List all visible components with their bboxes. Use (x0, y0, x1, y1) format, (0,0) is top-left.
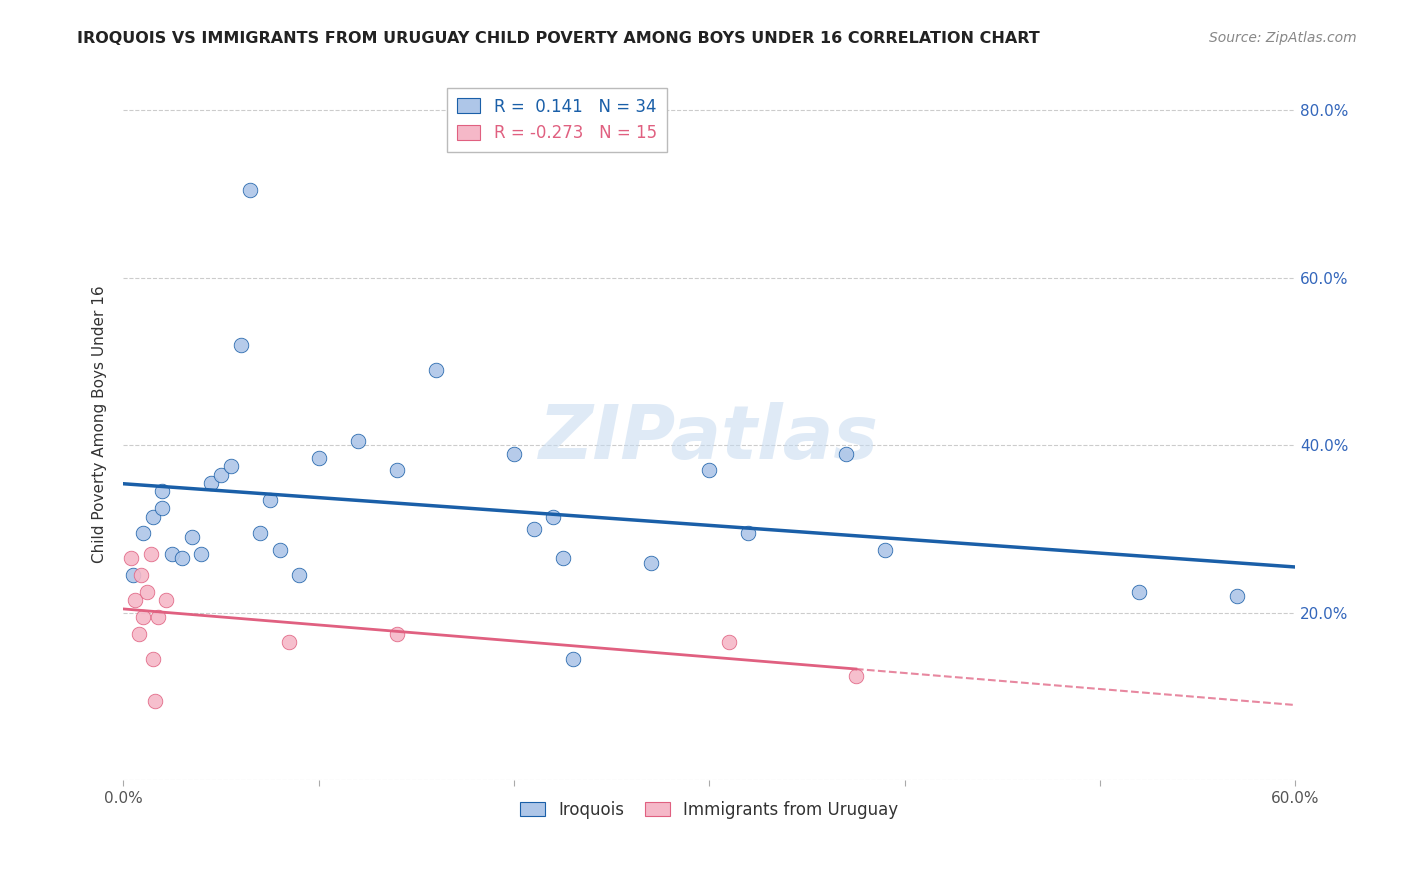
Text: Source: ZipAtlas.com: Source: ZipAtlas.com (1209, 31, 1357, 45)
Point (1128, 585, 1150, 599)
Point (160, 547, 183, 561)
Point (308, 450, 330, 465)
Point (229, 338, 252, 352)
Point (209, 467, 232, 482)
Point (640, 556, 662, 570)
Point (143, 694, 166, 708)
Point (124, 593, 146, 607)
Point (128, 626, 150, 640)
Point (269, 543, 291, 558)
Point (120, 551, 142, 566)
Point (150, 501, 173, 516)
Point (150, 484, 173, 499)
Point (155, 593, 177, 607)
Point (142, 509, 165, 524)
Point (135, 585, 157, 599)
Point (190, 547, 212, 561)
Point (259, 492, 281, 507)
Point (699, 463, 721, 477)
Point (180, 531, 202, 545)
Point (522, 522, 544, 536)
Point (132, 526, 155, 541)
Point (132, 610, 155, 624)
Point (385, 463, 408, 477)
Point (717, 635, 740, 649)
Point (219, 459, 242, 474)
Point (148, 610, 170, 624)
Point (835, 447, 858, 461)
Point (278, 635, 301, 649)
Point (845, 668, 868, 682)
Y-axis label: Child Poverty Among Boys Under 16: Child Poverty Among Boys Under 16 (93, 285, 107, 563)
Point (142, 652, 165, 666)
Point (503, 447, 526, 461)
Point (346, 434, 368, 449)
Point (541, 509, 564, 524)
Point (170, 551, 193, 566)
Point (425, 363, 447, 377)
Point (288, 568, 311, 582)
Legend: Iroquois, Immigrants from Uruguay: Iroquois, Immigrants from Uruguay (513, 794, 905, 825)
Point (200, 476, 222, 491)
Text: ZIPatlas: ZIPatlas (540, 402, 879, 475)
Point (551, 551, 574, 566)
Point (129, 568, 152, 582)
Text: IROQUOIS VS IMMIGRANTS FROM URUGUAY CHILD POVERTY AMONG BOYS UNDER 16 CORRELATIO: IROQUOIS VS IMMIGRANTS FROM URUGUAY CHIL… (77, 31, 1040, 46)
Point (561, 652, 583, 666)
Point (239, 183, 262, 197)
Point (249, 526, 271, 541)
Point (1226, 589, 1249, 603)
Point (122, 568, 145, 582)
Point (385, 626, 408, 640)
Point (737, 526, 759, 541)
Point (875, 543, 897, 558)
Point (139, 547, 162, 561)
